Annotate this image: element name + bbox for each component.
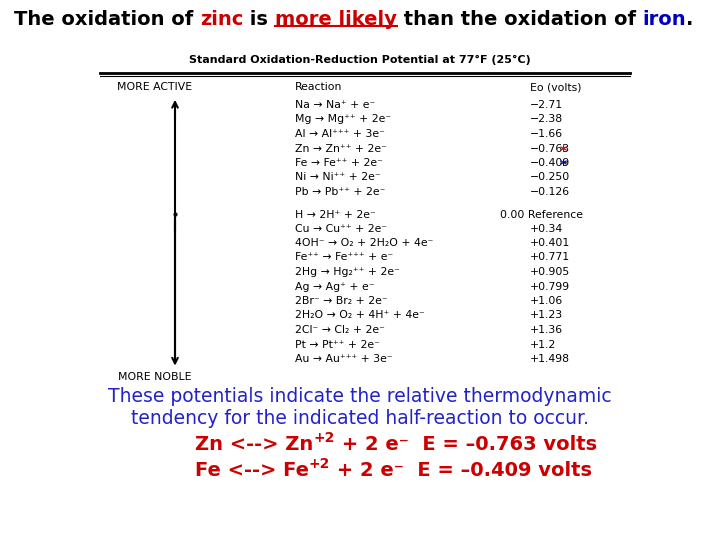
Text: more likely: more likely: [275, 10, 397, 29]
Text: Zn → Zn⁺⁺ + 2e⁻: Zn → Zn⁺⁺ + 2e⁻: [295, 144, 387, 153]
Text: Fe⁺⁺ → Fe⁺⁺⁺ + e⁻: Fe⁺⁺ → Fe⁺⁺⁺ + e⁻: [295, 253, 393, 262]
Text: −0.409: −0.409: [530, 158, 570, 168]
Text: +1.2: +1.2: [530, 340, 557, 349]
Text: is: is: [243, 10, 275, 29]
Text: + 2 e⁻  E = –0.409 volts: + 2 e⁻ E = –0.409 volts: [330, 461, 593, 480]
Text: +0.34: +0.34: [530, 224, 563, 233]
Text: Na → Na⁺ + e⁻: Na → Na⁺ + e⁻: [295, 100, 375, 110]
Text: Fe → Fe⁺⁺ + 2e⁻: Fe → Fe⁺⁺ + 2e⁻: [295, 158, 383, 168]
Text: The oxidation of: The oxidation of: [14, 10, 200, 29]
Text: Au → Au⁺⁺⁺ + 3e⁻: Au → Au⁺⁺⁺ + 3e⁻: [295, 354, 392, 364]
Text: H → 2H⁺ + 2e⁻: H → 2H⁺ + 2e⁻: [295, 210, 376, 219]
Text: tendency for the indicated half-reaction to occur.: tendency for the indicated half-reaction…: [131, 408, 589, 428]
Text: Standard Oxidation-Reduction Potential at 77°F (25°C): Standard Oxidation-Reduction Potential a…: [189, 55, 531, 65]
Text: Mg → Mg⁺⁺ + 2e⁻: Mg → Mg⁺⁺ + 2e⁻: [295, 114, 391, 125]
Text: than the oxidation of: than the oxidation of: [397, 10, 643, 29]
Text: +1.498: +1.498: [530, 354, 570, 364]
Text: +0.771: +0.771: [530, 253, 570, 262]
Text: 2Hg → Hg₂⁺⁺ + 2e⁻: 2Hg → Hg₂⁺⁺ + 2e⁻: [295, 267, 400, 277]
Text: Fe <--> Fe: Fe <--> Fe: [195, 461, 309, 480]
Text: + 2 e⁻  E = –0.763 volts: + 2 e⁻ E = –0.763 volts: [335, 435, 597, 454]
Text: Cu → Cu⁺⁺ + 2e⁻: Cu → Cu⁺⁺ + 2e⁻: [295, 224, 387, 233]
Text: Al → Al⁺⁺⁺ + 3e⁻: Al → Al⁺⁺⁺ + 3e⁻: [295, 129, 385, 139]
Text: −0.763: −0.763: [530, 144, 570, 153]
Text: +1.23: +1.23: [530, 310, 563, 321]
Text: MORE NOBLE: MORE NOBLE: [118, 373, 192, 382]
Text: Eo (volts): Eo (volts): [530, 82, 582, 92]
Text: 4OH⁻ → O₂ + 2H₂O + 4e⁻: 4OH⁻ → O₂ + 2H₂O + 4e⁻: [295, 238, 433, 248]
Text: Pt → Pt⁺⁺ + 2e⁻: Pt → Pt⁺⁺ + 2e⁻: [295, 340, 380, 349]
Text: 2Cl⁻ → Cl₂ + 2e⁻: 2Cl⁻ → Cl₂ + 2e⁻: [295, 325, 385, 335]
Text: These potentials indicate the relative thermodynamic: These potentials indicate the relative t…: [108, 387, 612, 406]
Text: +0.905: +0.905: [530, 267, 570, 277]
Text: 0.00 Reference: 0.00 Reference: [500, 210, 583, 219]
Text: +0.401: +0.401: [530, 238, 570, 248]
Text: −0.126: −0.126: [530, 187, 570, 197]
Text: Pb → Pb⁺⁺ + 2e⁻: Pb → Pb⁺⁺ + 2e⁻: [295, 187, 385, 197]
Text: *: *: [560, 144, 567, 158]
Text: +0.799: +0.799: [530, 281, 570, 292]
Text: −0.250: −0.250: [530, 172, 570, 183]
Text: 2Br⁻ → Br₂ + 2e⁻: 2Br⁻ → Br₂ + 2e⁻: [295, 296, 387, 306]
Text: −2.38: −2.38: [530, 114, 563, 125]
Text: +1.36: +1.36: [530, 325, 563, 335]
Text: iron: iron: [643, 10, 686, 29]
Text: +1.06: +1.06: [530, 296, 563, 306]
Text: −2.71: −2.71: [530, 100, 563, 110]
Text: −1.66: −1.66: [530, 129, 563, 139]
Text: MORE ACTIVE: MORE ACTIVE: [117, 82, 192, 92]
Text: *: *: [560, 158, 567, 172]
Text: Reaction: Reaction: [295, 82, 343, 92]
Text: zinc: zinc: [200, 10, 243, 29]
Text: +2: +2: [313, 431, 335, 446]
Text: 2H₂O → O₂ + 4H⁺ + 4e⁻: 2H₂O → O₂ + 4H⁺ + 4e⁻: [295, 310, 425, 321]
Text: Ni → Ni⁺⁺ + 2e⁻: Ni → Ni⁺⁺ + 2e⁻: [295, 172, 381, 183]
Text: +2: +2: [309, 457, 330, 471]
Text: Ag → Ag⁺ + e⁻: Ag → Ag⁺ + e⁻: [295, 281, 374, 292]
Text: Zn <--> Zn: Zn <--> Zn: [195, 435, 313, 454]
Text: .: .: [686, 10, 693, 29]
